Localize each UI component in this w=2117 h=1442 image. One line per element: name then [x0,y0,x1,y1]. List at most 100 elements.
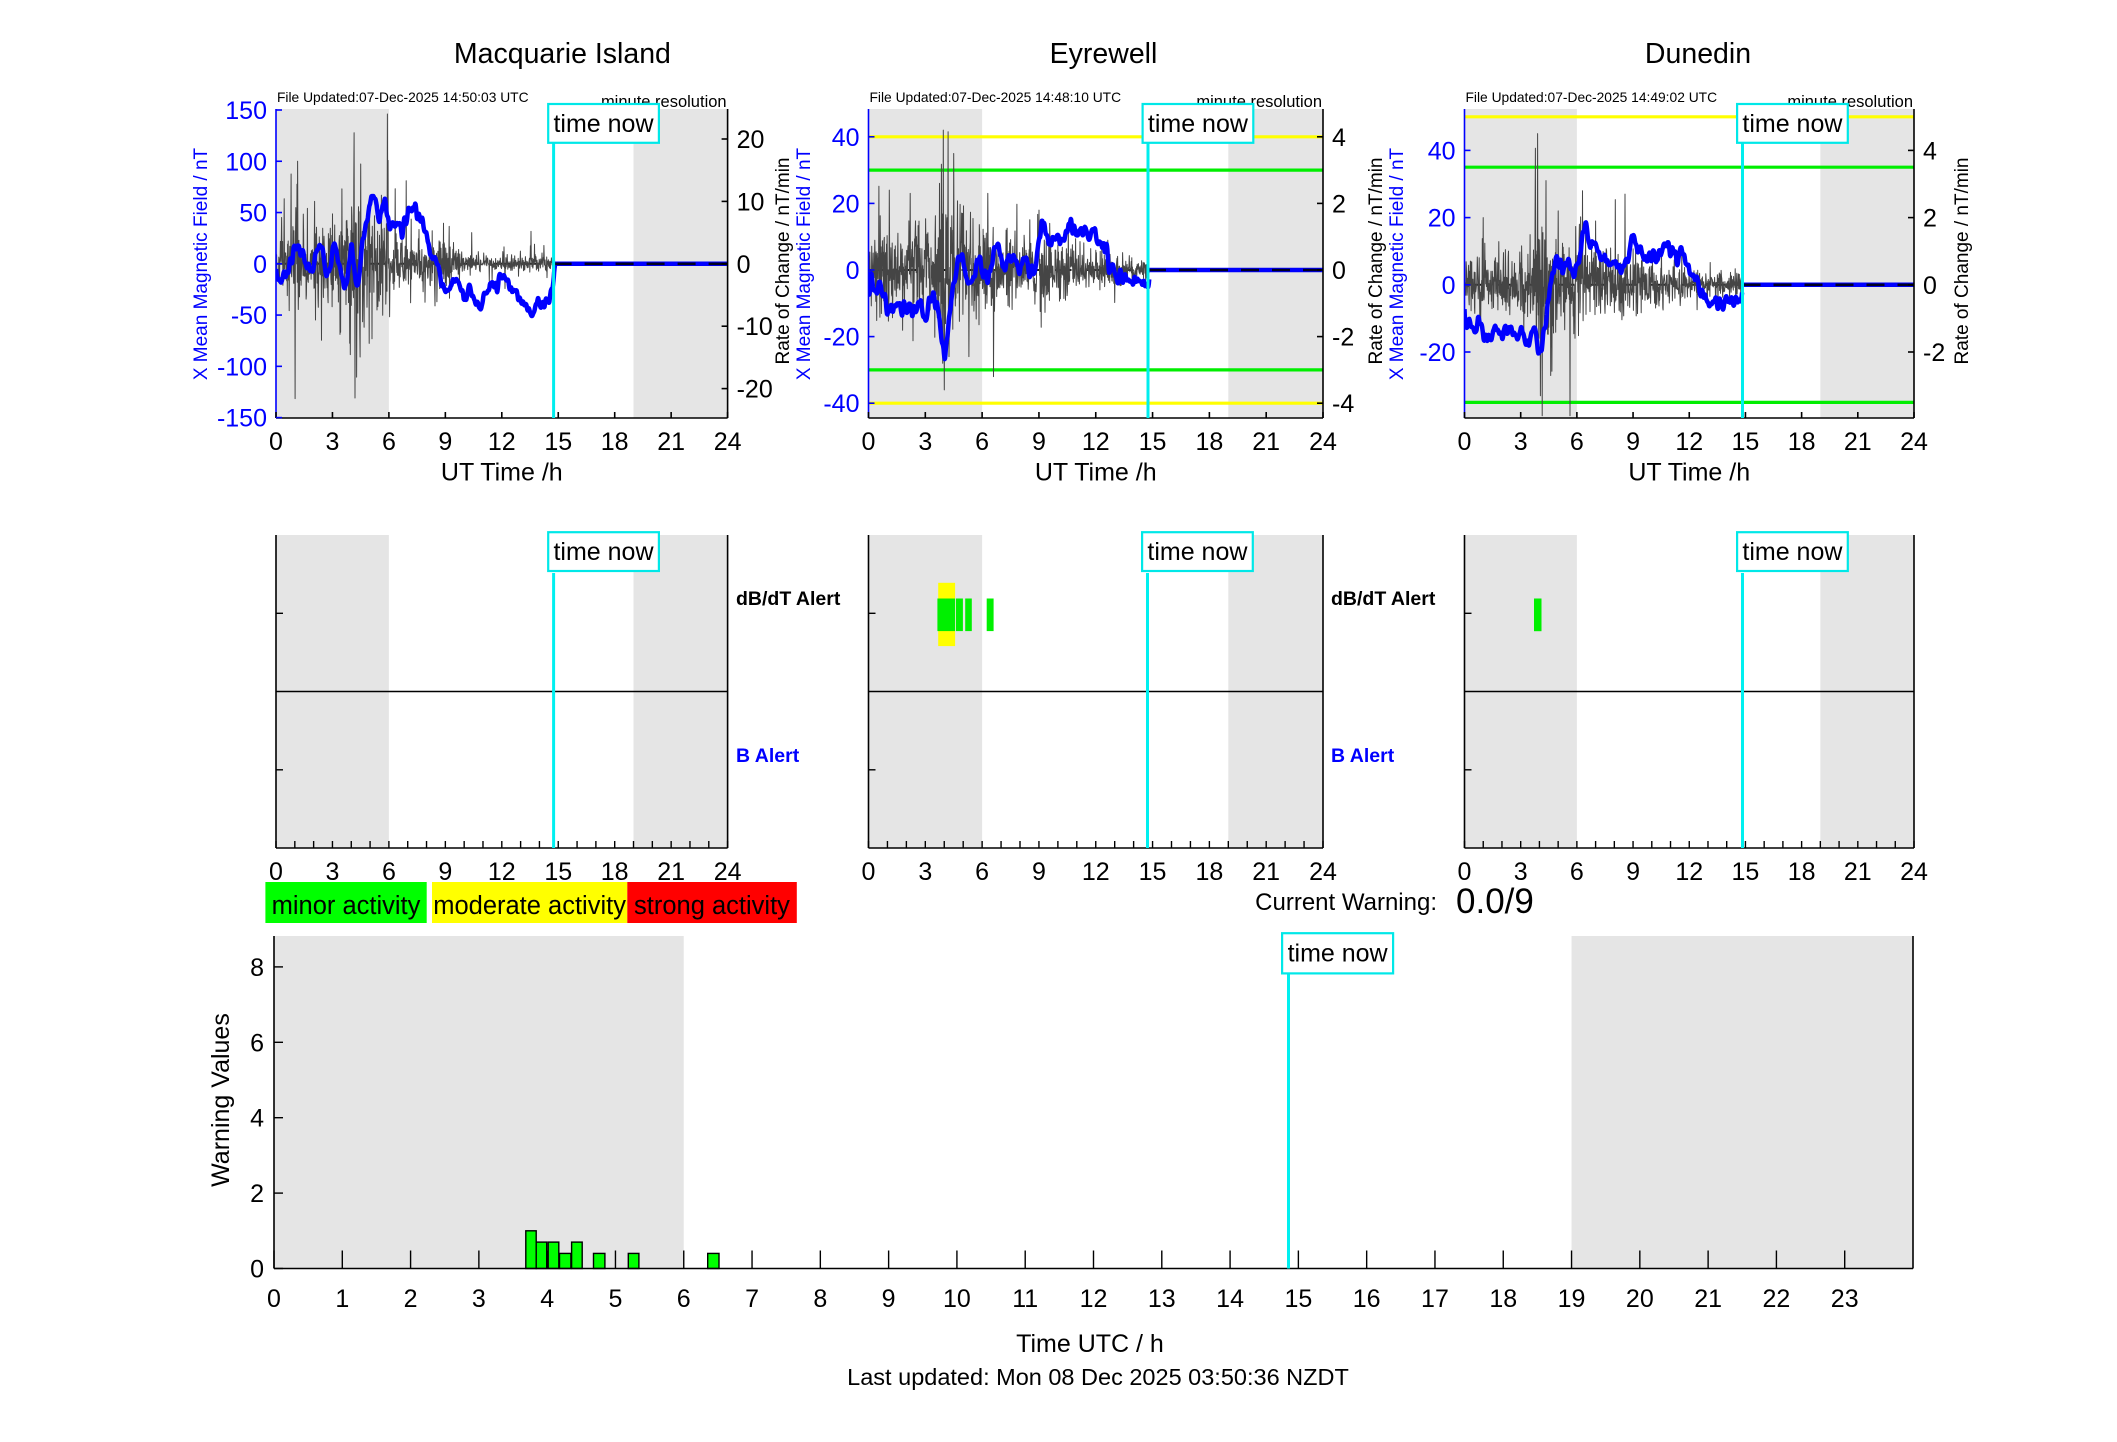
svg-text:File Updated:07-Dec-2025 14:50: File Updated:07-Dec-2025 14:50:03 UTC [277,90,529,105]
svg-text:-40: -40 [823,390,859,418]
svg-text:6: 6 [382,428,396,456]
svg-text:UT Time /h: UT Time /h [441,459,563,487]
svg-text:9: 9 [1032,428,1046,456]
svg-text:File Updated:07-Dec-2025 14:49: File Updated:07-Dec-2025 14:49:02 UTC [1466,90,1718,105]
svg-text:12: 12 [1080,1285,1108,1313]
svg-text:9: 9 [438,428,452,456]
svg-text:21: 21 [1252,858,1280,886]
svg-text:0: 0 [1332,257,1346,285]
svg-text:17: 17 [1421,1285,1449,1313]
svg-text:X Mean Magnetic Field / nT: X Mean Magnetic Field / nT [191,147,212,380]
svg-text:0: 0 [1923,272,1937,300]
svg-text:8: 8 [813,1285,827,1313]
svg-text:0.0/9: 0.0/9 [1456,882,1534,921]
svg-text:minor activity: minor activity [272,892,421,920]
svg-text:dB/dT Alert: dB/dT Alert [736,588,841,610]
svg-text:8: 8 [250,954,264,982]
svg-text:20: 20 [1428,205,1456,233]
svg-text:24: 24 [1900,858,1928,886]
svg-text:12: 12 [488,858,516,886]
svg-text:3: 3 [1514,428,1528,456]
svg-text:Current Warning:: Current Warning: [1255,889,1437,916]
svg-text:0: 0 [846,257,860,285]
svg-text:2: 2 [250,1180,264,1208]
svg-text:100: 100 [225,148,267,176]
svg-text:3: 3 [1514,858,1528,886]
svg-text:21: 21 [657,428,685,456]
svg-text:12: 12 [1675,858,1703,886]
svg-text:12: 12 [1675,428,1703,456]
svg-text:21: 21 [1844,428,1872,456]
svg-text:4: 4 [1332,124,1346,152]
svg-text:11: 11 [1012,1285,1038,1313]
svg-text:21: 21 [657,858,685,886]
svg-text:Rate of Change / nT/min: Rate of Change / nT/min [1366,158,1387,365]
svg-text:22: 22 [1763,1285,1791,1313]
svg-text:9: 9 [882,1285,896,1313]
svg-text:3: 3 [918,428,932,456]
svg-text:21: 21 [1252,428,1280,456]
svg-text:50: 50 [239,200,267,228]
svg-text:0: 0 [862,858,876,886]
svg-text:12: 12 [1082,428,1110,456]
svg-text:15: 15 [1284,1285,1312,1313]
svg-text:0: 0 [269,428,283,456]
svg-text:File Updated:07-Dec-2025 14:48: File Updated:07-Dec-2025 14:48:10 UTC [870,90,1122,105]
svg-text:time now: time now [1148,110,1249,138]
svg-text:18: 18 [1489,1285,1517,1313]
svg-text:24: 24 [1309,858,1337,886]
svg-text:2: 2 [1332,190,1346,218]
svg-text:UT Time /h: UT Time /h [1628,459,1750,487]
svg-text:7: 7 [745,1285,759,1313]
svg-text:12: 12 [488,428,516,456]
svg-text:0: 0 [253,251,267,279]
svg-text:9: 9 [1032,858,1046,886]
svg-text:10: 10 [943,1285,971,1313]
svg-text:time now: time now [1742,538,1843,566]
svg-text:3: 3 [918,858,932,886]
svg-text:0: 0 [267,1285,281,1313]
svg-text:13: 13 [1148,1285,1176,1313]
svg-text:3: 3 [472,1285,486,1313]
svg-text:time now: time now [1288,940,1389,968]
svg-text:Last updated: Mon 08 Dec 2025: Last updated: Mon 08 Dec 2025 03:50:36 N… [847,1364,1349,1390]
svg-text:15: 15 [544,858,572,886]
svg-text:-2: -2 [1332,324,1354,352]
svg-text:9: 9 [1626,858,1640,886]
svg-text:40: 40 [832,124,860,152]
svg-text:UT Time /h: UT Time /h [1035,459,1157,487]
svg-text:3: 3 [325,428,339,456]
svg-text:-150: -150 [217,405,267,433]
svg-text:15: 15 [1139,428,1167,456]
svg-text:Time UTC / h: Time UTC / h [1016,1330,1164,1358]
svg-text:4: 4 [540,1285,554,1313]
svg-text:18: 18 [1788,428,1816,456]
svg-text:-100: -100 [217,353,267,381]
svg-text:15: 15 [544,428,572,456]
svg-text:moderate activity: moderate activity [433,892,626,920]
svg-text:Rate of Change / nT/min: Rate of Change / nT/min [1952,158,1973,365]
svg-text:0: 0 [737,251,751,279]
svg-text:15: 15 [1732,428,1760,456]
svg-text:time now: time now [1147,538,1248,566]
svg-text:18: 18 [601,428,629,456]
svg-text:15: 15 [1139,858,1167,886]
svg-text:10: 10 [737,188,765,216]
svg-text:20: 20 [737,126,765,154]
svg-text:2: 2 [1923,205,1937,233]
svg-text:B Alert: B Alert [1331,745,1395,767]
svg-text:0: 0 [862,428,876,456]
svg-text:14: 14 [1216,1285,1244,1313]
svg-text:20: 20 [832,190,860,218]
svg-text:3: 3 [325,858,339,886]
svg-text:-50: -50 [231,302,267,330]
svg-text:0: 0 [1442,272,1456,300]
svg-text:23: 23 [1831,1285,1859,1313]
svg-text:4: 4 [1923,137,1937,165]
svg-text:24: 24 [714,428,742,456]
svg-text:0: 0 [1458,858,1472,886]
svg-text:-10: -10 [737,313,773,341]
svg-text:15: 15 [1732,858,1760,886]
svg-text:-20: -20 [737,376,773,404]
svg-text:21: 21 [1844,858,1872,886]
